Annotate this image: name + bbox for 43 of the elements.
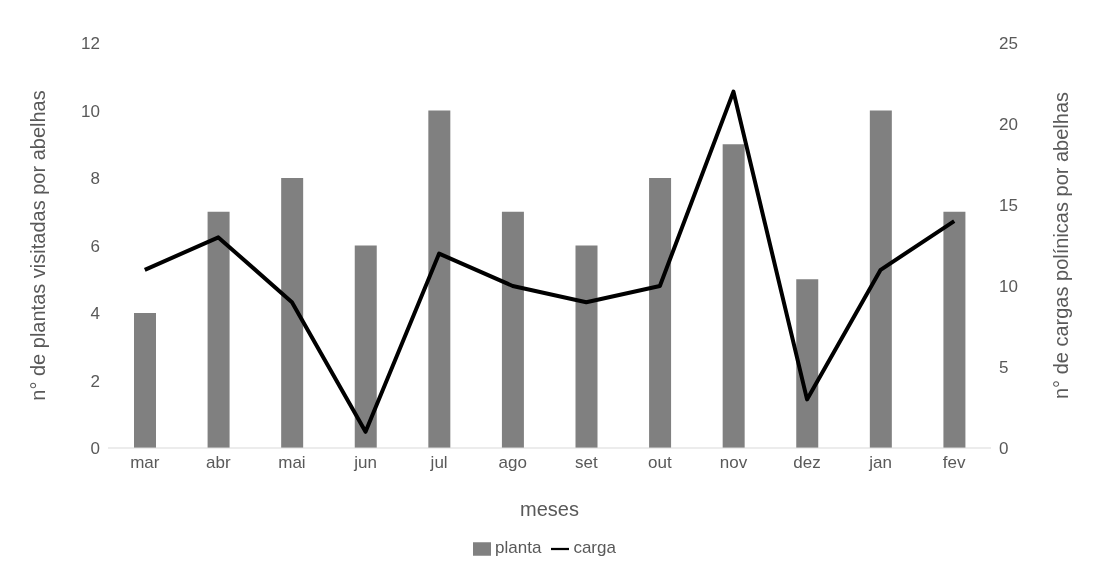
x-tick-label: set <box>574 453 598 473</box>
bar <box>796 279 819 448</box>
bar <box>207 211 230 448</box>
y-tick-label: 10 <box>81 101 100 121</box>
bar <box>428 110 451 448</box>
x-tick-label: dez <box>793 453 821 473</box>
x-tick-label: jun <box>353 453 377 473</box>
y2-tick-label: 25 <box>999 34 1018 54</box>
x-tick-label: out <box>648 453 672 473</box>
x-tick-label: jul <box>429 453 448 473</box>
legend-label: carga <box>573 538 616 557</box>
y-tick-label: 2 <box>90 371 100 391</box>
line-series <box>142 89 957 434</box>
x-tick-label: abr <box>206 453 231 473</box>
bar <box>869 110 892 448</box>
bar <box>501 211 524 448</box>
bar <box>354 245 377 448</box>
x-tick-label: jan <box>868 453 892 473</box>
y-tick-label: 0 <box>90 439 100 459</box>
y2-tick-label: 10 <box>999 277 1018 297</box>
legend-label: planta <box>495 538 542 557</box>
y2-tick-label: 20 <box>999 115 1018 135</box>
bar <box>575 245 598 448</box>
y2-axis-title: n° de cargas polínicas por abelhas <box>1050 91 1073 400</box>
bar <box>134 313 156 448</box>
x-tick-label: mai <box>278 453 306 473</box>
x-tick-label: nov <box>719 453 748 473</box>
x-tick-label: mar <box>130 453 160 473</box>
y-tick-label: 12 <box>81 34 100 54</box>
bar <box>649 178 672 448</box>
bar <box>943 211 966 448</box>
y-tick-label: 8 <box>90 169 100 189</box>
x-tick-label: fev <box>942 453 967 473</box>
bar <box>722 144 745 448</box>
bar <box>281 178 304 448</box>
y2-tick-label: 5 <box>999 358 1009 378</box>
y-tick-label: 4 <box>90 304 100 324</box>
y2-tick-label: 0 <box>999 439 1009 459</box>
y-axis-title: n° de plantas visitadas por abelhas <box>27 90 50 401</box>
y-tick-label: 6 <box>90 236 100 256</box>
y2-tick-label: 15 <box>999 196 1018 216</box>
x-tick-label: ago <box>498 453 527 473</box>
x-axis-title: meses <box>520 498 579 520</box>
